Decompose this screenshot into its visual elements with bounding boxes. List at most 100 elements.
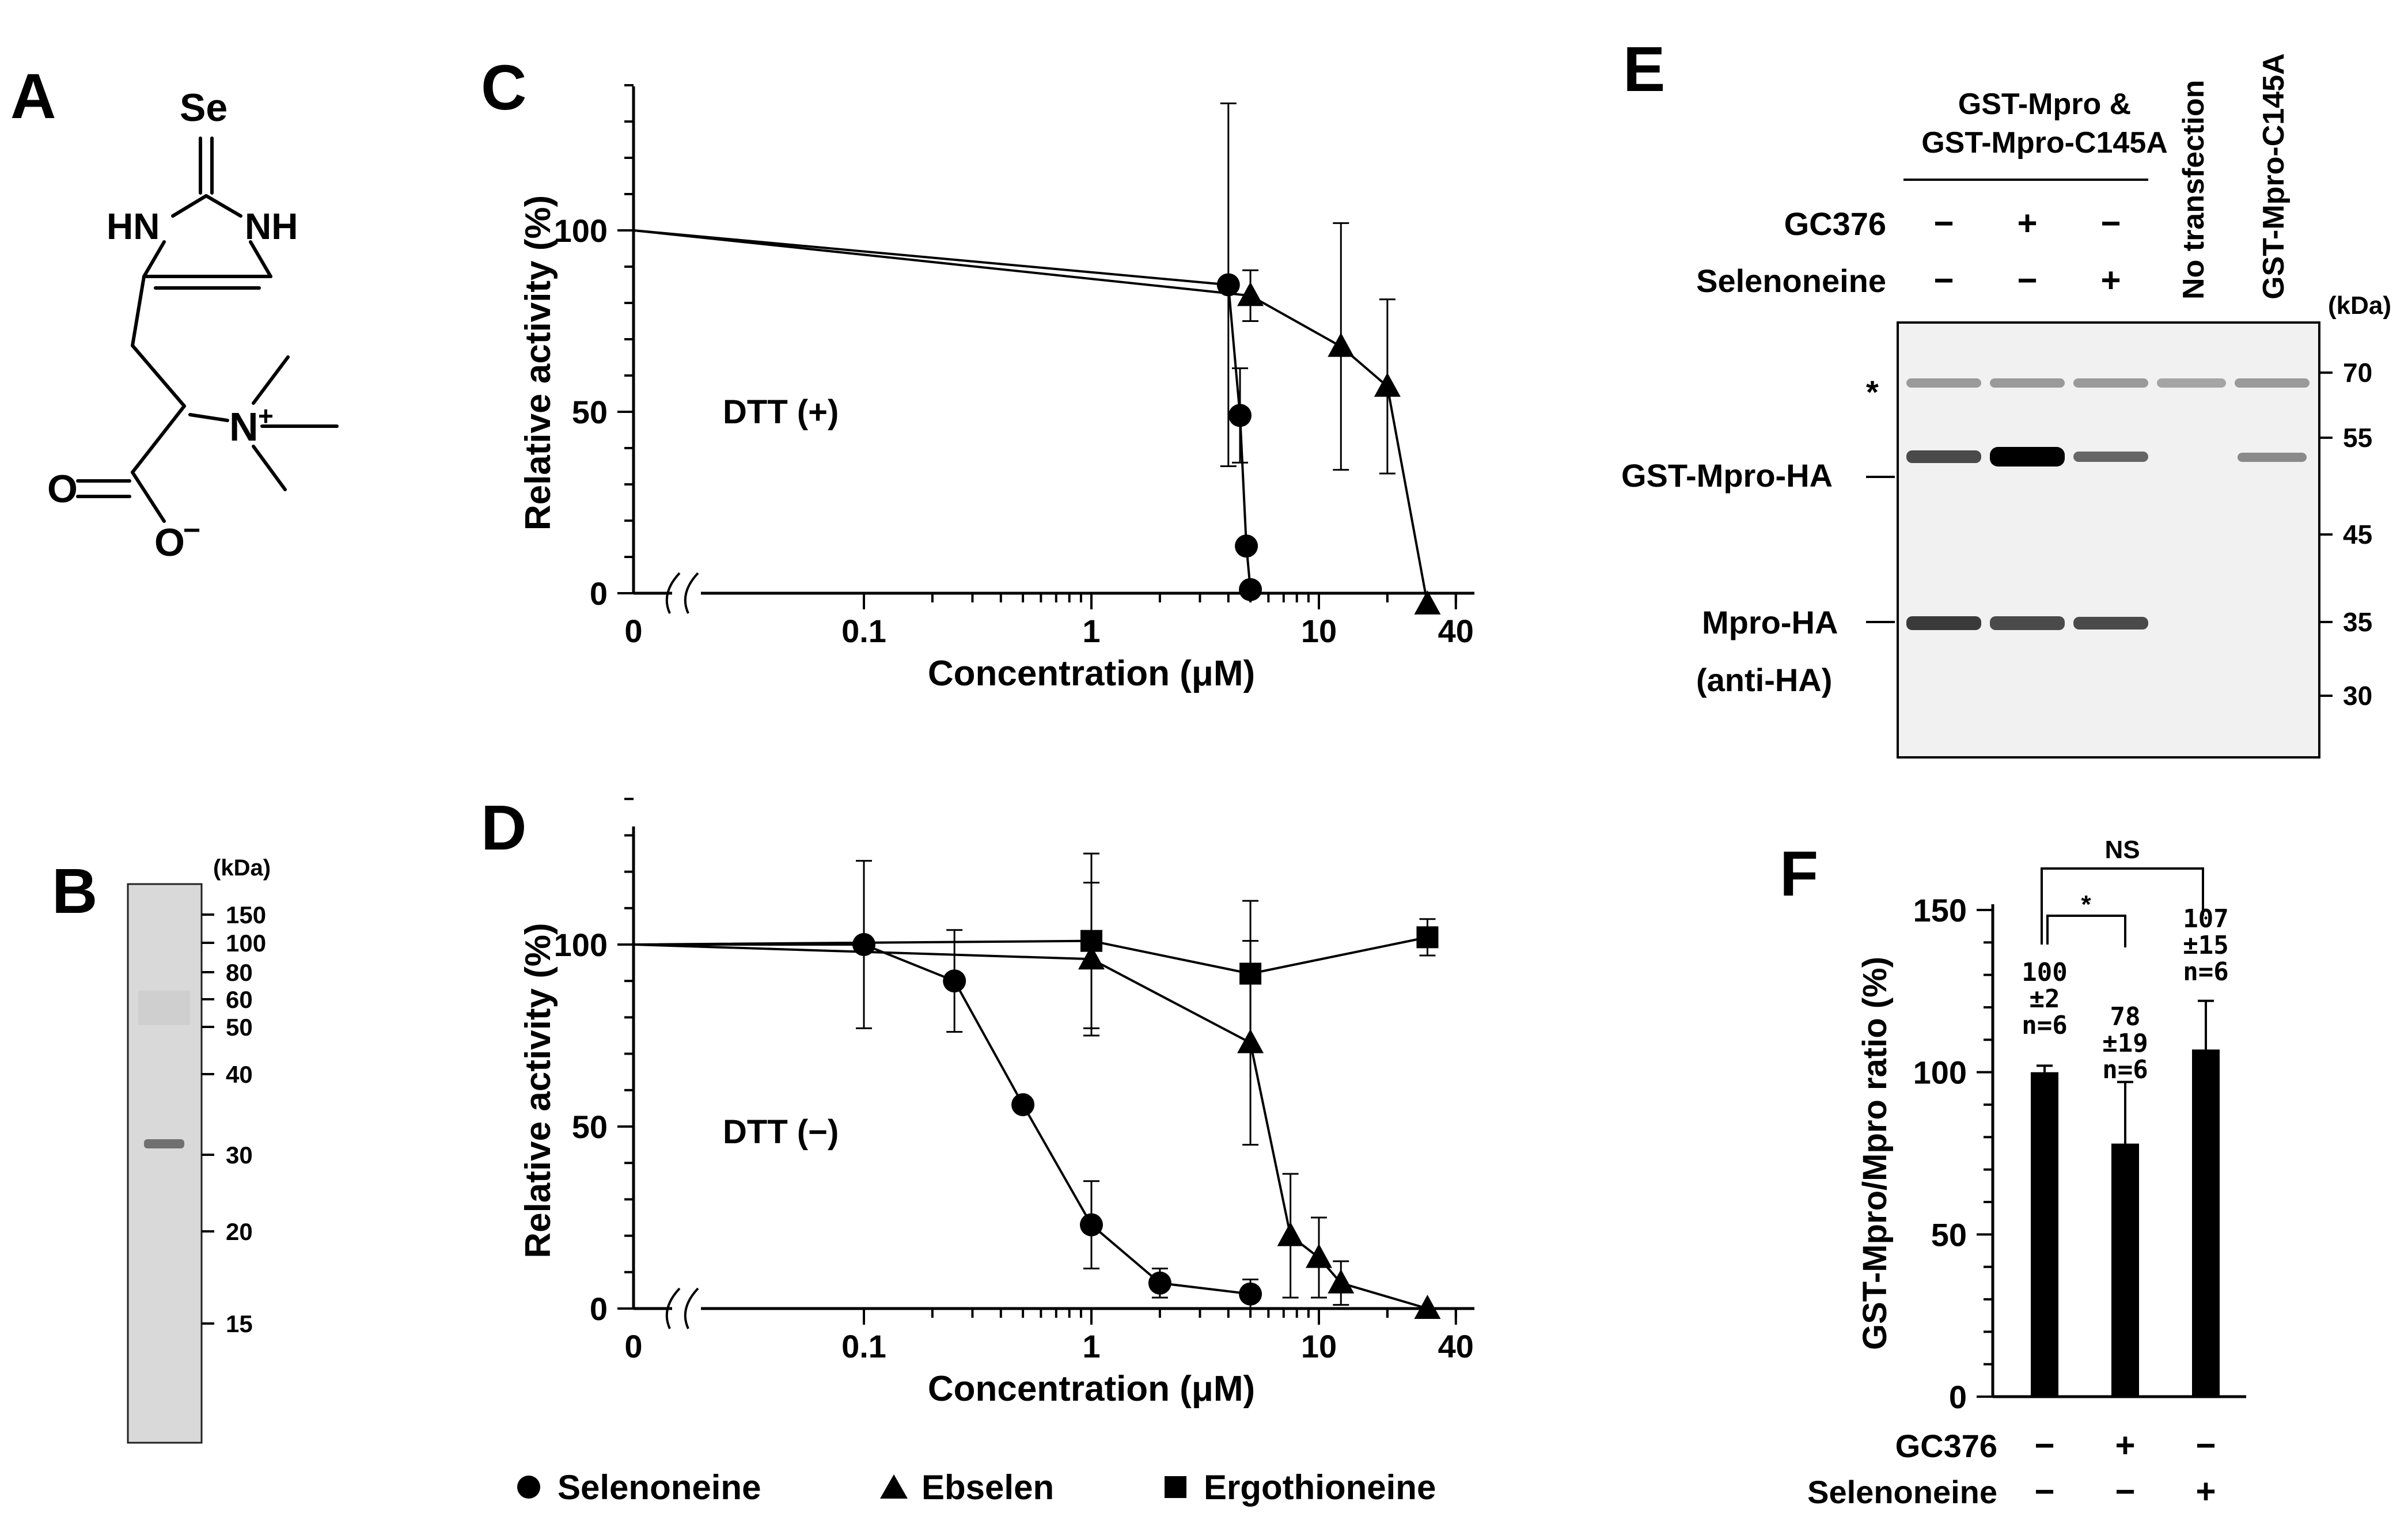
d-ebselen-point bbox=[1414, 1295, 1441, 1319]
d-x-tick-label: 0.1 bbox=[841, 1328, 886, 1364]
c-ebselen-point bbox=[1328, 332, 1355, 357]
c-y-tick-label: 100 bbox=[554, 213, 608, 249]
f-sign-selenoneine: − bbox=[2034, 1472, 2054, 1511]
blot-asterisk: * bbox=[1866, 374, 1879, 410]
d-x-tick-label: 0 bbox=[624, 1328, 642, 1364]
legend-selenoneine-label: Selenoneine bbox=[558, 1468, 761, 1507]
gel-marker-label: 150 bbox=[226, 901, 266, 928]
f-bar-sd: ±15 bbox=[2183, 931, 2228, 960]
blot-band-mpro-ha: Mpro-HA bbox=[1702, 604, 1838, 640]
legend-ergothioneine-marker bbox=[1165, 1476, 1186, 1498]
blot-sign-selenoneine: − bbox=[2017, 261, 2037, 299]
chart-d: 0 50 100 0 0.1 1 10 40 Concentration (μM) Relativ… bbox=[518, 798, 1474, 1409]
panel-e: E GST-Mpro & GST-Mpro-C145A GC376 Seleno… bbox=[1621, 34, 2391, 759]
c-ebselen-point bbox=[1414, 590, 1441, 615]
legend: Selenoneine Ebselen Ergothioneine bbox=[517, 1468, 1436, 1507]
blot-band-gst-mpro-ha: GST-Mpro-HA bbox=[1621, 457, 1833, 494]
gel-marker-label: 20 bbox=[226, 1218, 253, 1245]
c-selenoneine-point bbox=[1235, 534, 1258, 558]
panel-a: A Se HN NH N + O O − bbox=[10, 61, 339, 564]
gel-smear bbox=[138, 991, 190, 1025]
band-nonspecific-4 bbox=[2157, 378, 2226, 388]
d-y-axis-label: Relative activity (%) bbox=[518, 923, 558, 1258]
gel-band-main bbox=[144, 1139, 184, 1148]
d-selenoneine-point bbox=[1011, 1093, 1035, 1117]
gel-marker-label: 50 bbox=[226, 1014, 253, 1041]
selenoneine-structure bbox=[76, 136, 339, 523]
f-y-tick-label: 0 bbox=[1949, 1379, 1967, 1415]
panel-c-letter: C bbox=[481, 52, 526, 123]
band-gst-1 bbox=[1906, 450, 1981, 463]
c-axis-break bbox=[665, 572, 699, 614]
panel-c-condition: DTT (+) bbox=[723, 393, 839, 431]
d-x-tick-label: 40 bbox=[1438, 1328, 1474, 1364]
band-gst-5 bbox=[2238, 453, 2307, 462]
c-x-tick-label: 40 bbox=[1438, 613, 1474, 649]
c-x-tick-label: 10 bbox=[1301, 613, 1337, 649]
f-y-tick-label: 150 bbox=[1913, 892, 1967, 928]
d-ebselen-point bbox=[1306, 1243, 1332, 1268]
f-signs: − + − − − + bbox=[2034, 1426, 2216, 1511]
sig-star-label: * bbox=[2081, 890, 2091, 919]
d-ergothioneine-point bbox=[1416, 926, 1439, 949]
gel-marker-label: 100 bbox=[226, 930, 266, 957]
blot-sign-selenoneine: + bbox=[2100, 261, 2121, 299]
legend-ebselen-label: Ebselen bbox=[922, 1468, 1054, 1507]
atom-n: N bbox=[229, 404, 259, 449]
legend-ergothioneine-label: Ergothioneine bbox=[1204, 1468, 1436, 1507]
f-sign-gc376: + bbox=[2115, 1426, 2135, 1465]
f-row-selenoneine: Selenoneine bbox=[1807, 1474, 1997, 1510]
f-bar-mean: 78 bbox=[2110, 1002, 2141, 1032]
c-selenoneine-point bbox=[1239, 578, 1262, 601]
blot-row-gc376: GC376 bbox=[1784, 206, 1886, 242]
blot-marker-label: 30 bbox=[2343, 681, 2372, 711]
gel-marker-label: 80 bbox=[226, 959, 253, 986]
d-y-tick-label: 0 bbox=[590, 1291, 608, 1327]
c-x-tick-label: 1 bbox=[1082, 613, 1100, 649]
blot-marker-label: 35 bbox=[2343, 607, 2372, 637]
atom-nh: NH bbox=[245, 206, 298, 247]
c-x-axis-label: Concentration (μM) bbox=[928, 654, 1255, 693]
atom-o-anion: O bbox=[154, 521, 185, 564]
c-y-tick-label: 0 bbox=[590, 575, 608, 612]
panel-a-letter: A bbox=[10, 61, 56, 132]
bracket-star bbox=[2046, 915, 2126, 947]
chart-c: 0 50 100 0 0.1 1 10 40 Concentration (μM) Relativ… bbox=[518, 84, 1474, 693]
c-y-axis-label: Relative activity (%) bbox=[518, 195, 558, 530]
f-y-axis-label: GST-Mpro/Mpro ratio (%) bbox=[1856, 957, 1894, 1350]
blot-sign-gc376: − bbox=[1933, 204, 1954, 242]
blot-sign-gc376: − bbox=[2100, 204, 2121, 242]
gel-marker-label: 40 bbox=[226, 1061, 253, 1088]
f-row-gc376: GC376 bbox=[1895, 1428, 1997, 1464]
gel-marker-label: 60 bbox=[226, 986, 253, 1013]
gel-marker-label: 15 bbox=[226, 1310, 253, 1337]
d-ergothioneine-point bbox=[1080, 930, 1102, 952]
d-x-axis-label: Concentration (μM) bbox=[928, 1369, 1255, 1409]
band-nonspecific-5 bbox=[2235, 378, 2310, 388]
d-axis-break bbox=[665, 1287, 699, 1329]
blot-marker-label: 45 bbox=[2343, 519, 2372, 549]
band-nonspecific-3 bbox=[2073, 378, 2148, 388]
d-ebselen-point bbox=[1277, 1222, 1304, 1246]
chart-f: 0 50 100 150 GST-Mpro/Mpro ratio (%) bbox=[1856, 892, 2246, 1415]
blot-lane-no-transfection: No transfection bbox=[2177, 80, 2210, 299]
f-bar-mean: 107 bbox=[2183, 904, 2228, 934]
f-sign-selenoneine: + bbox=[2195, 1472, 2216, 1511]
blot-antibody-label: (anti-HA) bbox=[1696, 662, 1832, 698]
atom-n-charge: + bbox=[258, 401, 274, 431]
f-sign-gc376: − bbox=[2034, 1426, 2054, 1465]
blot-lane-c145a: GST-Mpro-C145A bbox=[2257, 53, 2291, 299]
atom-se: Se bbox=[180, 86, 227, 130]
f-bar bbox=[2031, 1072, 2058, 1397]
f-sign-gc376: − bbox=[2195, 1426, 2216, 1465]
panel-b-letter: B bbox=[52, 856, 97, 927]
d-series-ergothioneine-line bbox=[633, 936, 1428, 975]
d-selenoneine-point bbox=[943, 969, 966, 993]
bracket-ns bbox=[2041, 867, 2204, 945]
f-bar-sd: ±2 bbox=[2030, 984, 2060, 1014]
atom-o-charge: − bbox=[183, 514, 200, 547]
f-bar-n: n=6 bbox=[2102, 1055, 2148, 1084]
significance-brackets bbox=[2041, 867, 2204, 947]
